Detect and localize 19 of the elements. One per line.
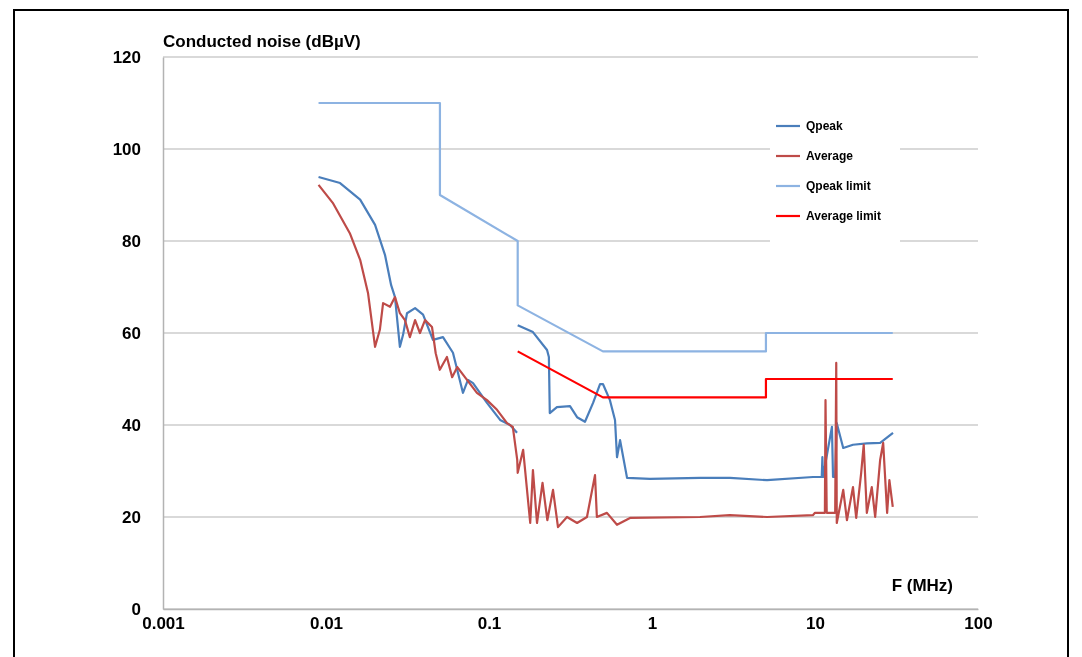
x-tick-label: 1 [647,614,658,634]
y-tick-label: 40 [122,415,141,435]
y-tick-label: 100 [112,139,141,159]
x-tick-label: 100 [964,614,993,634]
y-tick-label: 0 [131,599,141,619]
y-tick-label: 80 [122,231,141,251]
x-tick-label: 0.01 [309,614,344,634]
legend-label: Average limit [806,209,881,223]
legend-label: Qpeak limit [806,179,871,193]
y-tick-label: 60 [122,323,141,343]
x-axis-title: F (MHz) [891,576,953,595]
x-tick-label: 0.001 [142,614,185,634]
y-tick-label: 20 [122,507,141,527]
y-tick-label: 120 [112,47,141,67]
x-tick-label: 0.1 [477,614,502,634]
legend-label: Average [806,149,854,163]
y-axis-title: Conducted noise (dBµV) [163,32,361,51]
x-tick-label: 10 [806,614,825,634]
legend-label: Qpeak [806,119,844,133]
